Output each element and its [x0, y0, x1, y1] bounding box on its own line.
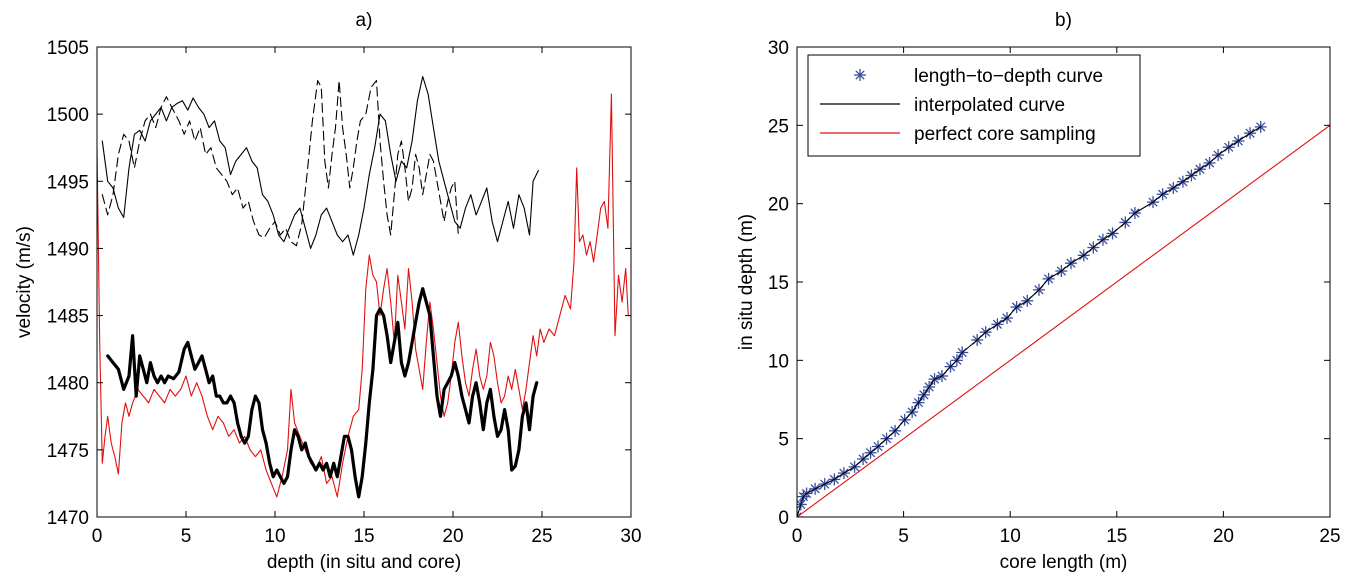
- panel-title: b): [1055, 10, 1072, 31]
- legend-label: length−to−depth curve: [914, 66, 1103, 87]
- x-axis-label: depth (in situ and core): [267, 552, 461, 573]
- legend-item: perfect core sampling: [820, 124, 1096, 145]
- y-tick-label: 20: [768, 195, 789, 216]
- y-axis-label: velocity (m/s): [14, 226, 35, 338]
- x-tick-label: 10: [264, 526, 285, 547]
- x-axis-label: core length (m): [1000, 552, 1128, 573]
- y-tick-label: 1480: [47, 374, 89, 395]
- y-tick-label: 1470: [47, 508, 89, 529]
- x-tick-label: 25: [1319, 526, 1340, 547]
- x-tick-label: 5: [181, 526, 192, 547]
- plot-area: [97, 47, 631, 517]
- y-tick-label: 1495: [47, 172, 89, 193]
- x-tick-label: 20: [442, 526, 463, 547]
- x-tick-label: 25: [531, 526, 552, 547]
- y-tick-label: 15: [768, 273, 789, 294]
- panel-a: 0 5 10 15 20 25 30 1470 1475 1480 1485 1490 1495 1500…: [14, 10, 642, 573]
- legend-item: length−to−depth curve: [854, 66, 1103, 87]
- legend-item: interpolated curve: [820, 95, 1065, 116]
- y-tick-label: 10: [768, 351, 789, 372]
- legend: length−to−depth curve interpolated curve p…: [807, 54, 1141, 157]
- y-tick-label: 1485: [47, 307, 89, 328]
- x-tick-label: 30: [620, 526, 641, 547]
- series-line-interpolated-curve: [797, 126, 1262, 517]
- y-tick-label: 1500: [47, 105, 89, 126]
- x-tick-label: 0: [792, 526, 803, 547]
- y-tick-label: 5: [778, 430, 789, 451]
- legend-label: interpolated curve: [914, 95, 1065, 116]
- series-line-series-2: [97, 93, 631, 498]
- series-line-perfect-core-sampling: [797, 124, 1330, 517]
- x-tick-label: 15: [353, 526, 374, 547]
- y-tick-label: 1475: [47, 441, 89, 462]
- y-tick-label: 30: [768, 38, 789, 59]
- series-line-series-1: [101, 75, 539, 256]
- panel-b: 0 5 10 15 20 25 0 5 10 15 20 25 30 b) core length (m) i…: [736, 10, 1341, 573]
- x-tick-label: 10: [1000, 526, 1021, 547]
- legend-marker: [854, 69, 866, 81]
- x-tick-label: 5: [898, 526, 909, 547]
- y-tick-label: 25: [768, 116, 789, 137]
- series-group: [97, 75, 631, 499]
- y-axis-label: in situ depth (m): [736, 214, 757, 350]
- y-tick-label: 1490: [47, 239, 89, 260]
- y-tick-label: 0: [778, 508, 789, 529]
- series-line-series-3: [106, 287, 539, 499]
- series-group: [797, 120, 1330, 517]
- panel-title: a): [356, 10, 373, 31]
- legend-label: perfect core sampling: [914, 124, 1096, 145]
- y-tick-label: 1505: [47, 38, 89, 59]
- x-tick-label: 0: [92, 526, 103, 547]
- marker-point: [797, 511, 803, 517]
- x-tick-label: 15: [1106, 526, 1127, 547]
- x-tick-label: 20: [1213, 526, 1234, 547]
